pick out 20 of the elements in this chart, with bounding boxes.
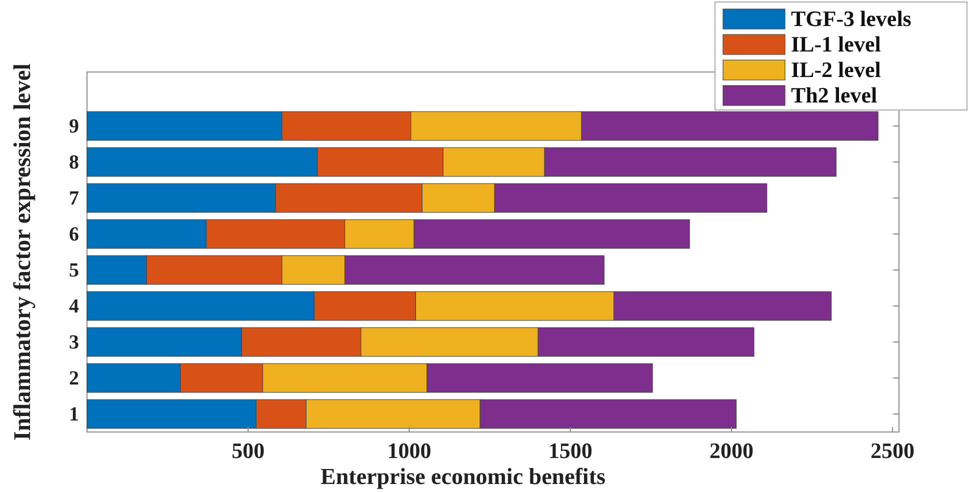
y-tick-label: 4 — [69, 295, 79, 318]
y-tick-label: 9 — [69, 115, 79, 138]
y-tick-label: 3 — [69, 331, 79, 354]
x-tick-label: 500 — [232, 438, 265, 464]
x-tick-label: 2500 — [870, 438, 915, 464]
x-tick-label: 1500 — [548, 438, 592, 464]
legend-label: TGF-3 levels — [791, 6, 912, 31]
x-tick-label: 2000 — [709, 438, 754, 464]
y-tick-label: 5 — [69, 259, 79, 282]
x-axis-title: Enterprise economic benefits — [320, 464, 606, 489]
y-axis-title: Inflammatory factor expression level — [10, 63, 36, 441]
y-tick-label: 1 — [69, 403, 79, 426]
x-tick-label: 1000 — [387, 438, 432, 464]
y-tick-label: 2 — [69, 367, 79, 390]
legend-label: IL-1 level — [791, 32, 881, 56]
y-tick-label: 6 — [69, 223, 79, 246]
legend-label: Th2 level — [791, 82, 878, 108]
legend-label: IL-2 level — [791, 57, 881, 82]
y-tick-label: 7 — [69, 187, 79, 210]
y-tick-label: 8 — [69, 151, 79, 174]
